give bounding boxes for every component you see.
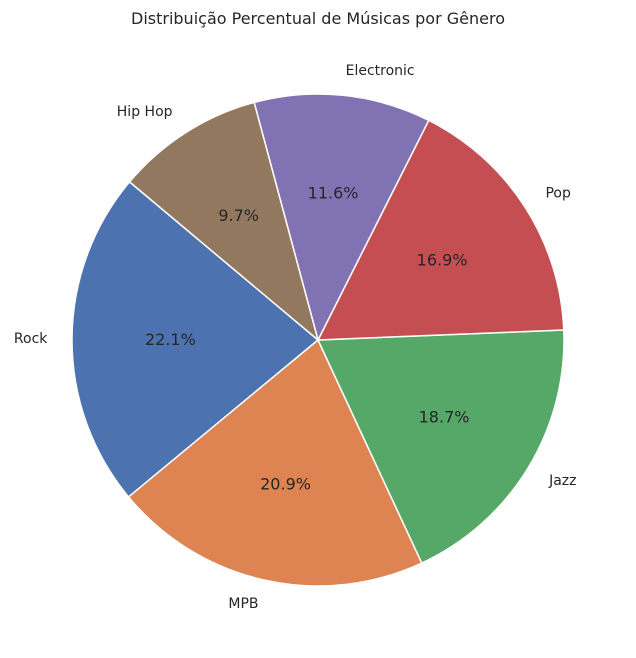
chart-title: Distribuição Percentual de Músicas por G… (131, 9, 505, 28)
slice-pct-electronic: 11.6% (308, 184, 359, 203)
slice-pct-hip-hop: 9.7% (218, 206, 259, 225)
pie-slice-electronic (253, 93, 430, 341)
pie-slice-hip-hop (128, 101, 319, 341)
pie-slice-rock (71, 181, 319, 498)
slice-pct-rock: 22.1% (145, 330, 196, 349)
pie-labels: Rock 22.1% MPB 20.9% Jazz 18.7% Pop 16.9% Electr… (14, 63, 577, 612)
slice-label-pop: Pop (545, 185, 571, 201)
pie-slice-jazz (317, 329, 565, 564)
pie-slices (71, 93, 565, 587)
slice-label-hip-hop: Hip Hop (117, 104, 173, 120)
slice-pct-jazz: 18.7% (419, 407, 470, 426)
slice-label-rock: Rock (14, 331, 48, 347)
slice-label-mpb: MPB (228, 596, 258, 612)
slice-label-electronic: Electronic (346, 63, 415, 79)
slice-pct-pop: 16.9% (417, 251, 468, 270)
pie-slice-mpb (127, 339, 423, 587)
slice-pct-mpb: 20.9% (260, 474, 311, 493)
slice-label-jazz: Jazz (548, 473, 576, 489)
pie-slice-pop (317, 119, 565, 341)
